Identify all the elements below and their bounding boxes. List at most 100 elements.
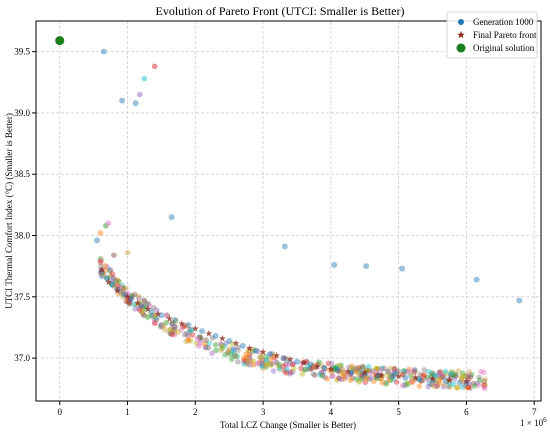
earlier-generation-point (260, 365, 267, 372)
earlier-generation-point (452, 373, 459, 379)
earlier-generation-point (168, 331, 174, 337)
earlier-generation-point (322, 374, 329, 381)
generation-1000-point (363, 263, 370, 270)
earlier-generation-point (270, 351, 276, 357)
earlier-generation-point (478, 368, 484, 375)
earlier-generation-point (245, 349, 252, 355)
earlier-generation-point (358, 375, 364, 382)
final-pareto-front-star (178, 320, 186, 327)
earlier-generation-point (274, 362, 281, 369)
generation-1000-point (185, 322, 192, 328)
earlier-generation-point (172, 323, 179, 330)
earlier-generation-point (434, 383, 440, 390)
generation-1000-point (334, 367, 341, 374)
earlier-generation-point (348, 370, 354, 376)
earlier-generation-point (268, 350, 275, 357)
earlier-generation-point (352, 366, 359, 372)
earlier-generation-point (474, 380, 480, 387)
earlier-generation-point (433, 382, 439, 388)
earlier-generation-point (268, 361, 275, 367)
earlier-generation-point (402, 381, 409, 387)
final-pareto-front-star (205, 329, 213, 337)
earlier-generation-point (244, 359, 251, 366)
earlier-generation-point (377, 367, 384, 373)
earlier-generation-point (379, 379, 386, 386)
earlier-generation-point (115, 277, 121, 284)
earlier-generation-point (458, 373, 465, 380)
generation-1000-point (239, 342, 246, 349)
earlier-generation-point (349, 368, 355, 375)
earlier-generation-point (185, 332, 191, 339)
earlier-generation-point (387, 372, 393, 379)
earlier-generation-point (476, 374, 482, 381)
earlier-generation-point (139, 308, 145, 314)
earlier-generation-point (366, 368, 373, 374)
earlier-generation-point (161, 322, 168, 329)
earlier-generation-point (230, 346, 236, 353)
earlier-generation-point (107, 272, 113, 279)
earlier-generation-point (99, 273, 106, 279)
earlier-generation-point (338, 362, 344, 368)
earlier-generation-point (405, 381, 411, 387)
earlier-generation-point (408, 371, 414, 378)
final-pareto-front-star (361, 369, 369, 376)
x-axis-ticks: 0 1 2 3 4 5 6 7 (57, 401, 537, 417)
earlier-generation-point (441, 381, 447, 388)
earlier-generation-point (450, 372, 457, 379)
earlier-generation-point (464, 384, 470, 391)
earlier-generation-point (235, 347, 241, 354)
earlier-generation-point (259, 363, 265, 370)
earlier-generation-point (126, 299, 132, 306)
earlier-generation-point (416, 383, 423, 389)
earlier-generation-point (158, 322, 164, 328)
earlier-generation-point (290, 368, 296, 375)
earlier-generation-point (287, 369, 294, 375)
earlier-generation-point (196, 334, 202, 341)
earlier-generation-point (357, 372, 364, 379)
earlier-generation-point (120, 284, 126, 291)
earlier-generation-point (429, 370, 436, 377)
earlier-generation-point (391, 370, 397, 377)
y-tick-label: 39.0 (14, 108, 30, 118)
earlier-generation-point (340, 368, 347, 375)
earlier-generation-point (280, 363, 287, 370)
earlier-generation-point (120, 285, 127, 292)
earlier-generation-point (318, 369, 324, 376)
earlier-generation-point (464, 374, 471, 380)
earlier-generation-point (181, 331, 188, 338)
earlier-generation-point (349, 363, 355, 369)
earlier-generation-point (163, 319, 170, 326)
earlier-generation-point (196, 343, 202, 349)
earlier-generation-point (165, 327, 172, 334)
earlier-generation-point (283, 370, 290, 376)
earlier-generation-point (374, 366, 381, 372)
earlier-generation-point (384, 368, 391, 375)
earlier-generation-point (372, 369, 379, 376)
earlier-generation-point (98, 257, 105, 263)
earlier-generation-point (378, 365, 385, 372)
earlier-generation-point (100, 271, 107, 277)
earlier-generation-point (437, 369, 443, 375)
earlier-generation-point (235, 359, 241, 365)
earlier-generation-point (250, 362, 257, 368)
generation-1000-point (516, 297, 523, 304)
earlier-generation-point (194, 336, 201, 342)
earlier-generation-point (448, 370, 454, 376)
earlier-generation-point (355, 369, 361, 376)
legend-marker-final-pareto-front (457, 31, 465, 39)
earlier-generation-point (263, 359, 269, 365)
chart-title: Evolution of Pareto Front (UTCI: Smaller… (156, 4, 405, 18)
earlier-generation-point (102, 262, 108, 269)
x-tick-label: 1 (125, 407, 130, 417)
final-pareto-front-star (300, 359, 308, 366)
earlier-generation-point (136, 295, 142, 302)
earlier-generation-point (116, 278, 122, 285)
earlier-generation-point (391, 369, 398, 376)
earlier-generation-point (399, 382, 406, 389)
earlier-generation-point (336, 363, 343, 369)
earlier-generation-point (243, 351, 249, 357)
x-tick-label: 2 (193, 407, 198, 417)
earlier-generation-point (449, 371, 456, 377)
earlier-generation-point (391, 372, 397, 379)
